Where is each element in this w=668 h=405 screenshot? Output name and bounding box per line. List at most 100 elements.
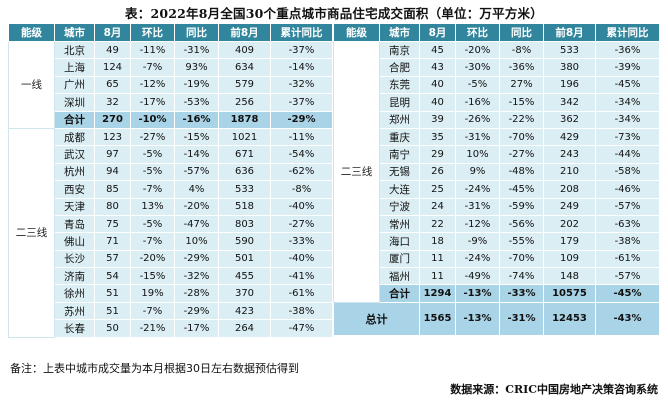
right-table-body: 能级 城市 8月 环比 同比 前8月 累计同比 二三线 南京 45 -20% -8% 533 -36% 合肥… — [333, 23, 660, 336]
value-cell: -45% — [499, 180, 544, 199]
value-cell: -34% — [595, 110, 660, 129]
city-cell: 福州 — [379, 267, 420, 286]
footnote: 备注：上表中城市成交量为本月根据30日左右数据预估得到 — [10, 362, 299, 375]
left-header-row: 能级 城市 8月 环比 同比 前8月 累计同比 — [8, 23, 333, 42]
city-cell: 常州 — [379, 214, 420, 234]
value-cell: 10575 — [543, 284, 596, 303]
value-cell: -45% — [595, 75, 660, 95]
value-cell: 362 — [543, 110, 596, 129]
value-cell: -11% — [270, 127, 333, 147]
value-cell: -73% — [595, 127, 660, 147]
column-header: 能级 — [333, 23, 380, 42]
value-cell: -31% — [174, 40, 219, 60]
value-cell: 39 — [419, 110, 456, 129]
city-cell: 长春 — [54, 319, 95, 338]
value-cell: 208 — [543, 180, 596, 199]
value-cell: -49% — [455, 267, 500, 286]
subtotal-row: 合计 1294 -13% -33% 10575 -45% — [334, 284, 660, 303]
table-row: 宁波 24 -31% -59% 249 -57% — [334, 197, 660, 216]
value-cell: -5% — [455, 75, 500, 95]
value-cell: -29% — [174, 301, 219, 321]
value-cell: 179 — [543, 232, 596, 251]
left-table: 能级 城市 8月 环比 同比 前8月 累计同比 一线 北京 49 -11% -31% 409 -37% 上海… — [8, 23, 333, 338]
value-cell: -63% — [595, 214, 660, 234]
value-cell: -8% — [499, 40, 544, 60]
value-cell: 51 — [94, 284, 131, 303]
value-cell: -30% — [455, 58, 500, 77]
value-cell: 54 — [94, 267, 131, 286]
city-cell: 昆明 — [379, 93, 420, 112]
value-cell: -40% — [270, 197, 333, 216]
value-cell: -57% — [174, 162, 219, 182]
value-cell: -44% — [595, 145, 660, 164]
value-cell: -24% — [455, 249, 500, 269]
value-cell: 148 — [543, 267, 596, 286]
value-cell: -27% — [270, 214, 333, 234]
value-cell: 270 — [94, 110, 131, 129]
city-cell: 合计 — [54, 110, 95, 129]
city-cell: 合肥 — [379, 58, 420, 77]
table-row: 一线 北京 49 -11% -31% 409 -37% — [8, 40, 333, 129]
value-cell: -46% — [595, 180, 660, 199]
value-cell: -56% — [499, 214, 544, 234]
table-row: 海口 18 -9% -55% 179 -38% — [334, 232, 660, 251]
table-row: 重庆 35 -31% -70% 429 -73% — [334, 127, 660, 147]
value-cell: -62% — [270, 162, 333, 182]
city-cell: 大连 — [379, 180, 420, 199]
value-cell: -5% — [130, 214, 175, 234]
city-cell: 重庆 — [379, 127, 420, 147]
value-cell: -22% — [499, 110, 544, 129]
value-cell: -74% — [499, 267, 544, 286]
value-cell: 256 — [218, 93, 271, 112]
value-cell: 533 — [218, 180, 271, 199]
value-cell: -36% — [595, 40, 660, 60]
value-cell: -16% — [174, 110, 219, 129]
value-cell: -12% — [455, 214, 500, 234]
table-row: 武汉 97 -5% -14% 671 -54% — [9, 145, 333, 164]
total-label: 总计 — [333, 301, 420, 336]
value-cell: -17% — [174, 319, 219, 338]
value-cell: 123 — [94, 127, 131, 147]
value-cell: 57 — [94, 249, 131, 269]
value-cell: 51 — [94, 301, 131, 321]
total-value: -13% — [455, 301, 500, 336]
city-cell: 青岛 — [54, 214, 95, 234]
value-cell: 65 — [94, 75, 131, 95]
value-cell: -55% — [499, 232, 544, 251]
table-row: 大连 25 -24% -45% 208 -46% — [334, 180, 660, 199]
value-cell: -5% — [130, 145, 175, 164]
value-cell: -10% — [130, 110, 175, 129]
city-cell: 宁波 — [379, 197, 420, 216]
value-cell: -32% — [270, 75, 333, 95]
table-row: 长春 50 -21% -17% 264 -47% — [9, 319, 333, 338]
value-cell: -36% — [499, 58, 544, 77]
value-cell: 342 — [543, 93, 596, 112]
city-cell: 广州 — [54, 75, 95, 95]
value-cell: -40% — [270, 249, 333, 269]
value-cell: 94 — [94, 162, 131, 182]
value-cell: -38% — [595, 232, 660, 251]
right-header-row: 能级 城市 8月 环比 同比 前8月 累计同比 — [333, 23, 660, 42]
table-row: 佛山 71 -7% 10% 590 -33% — [9, 232, 333, 251]
city-cell: 东莞 — [379, 75, 420, 95]
value-cell: -53% — [174, 93, 219, 112]
city-cell: 苏州 — [54, 301, 95, 321]
city-cell: 深圳 — [54, 93, 95, 112]
value-cell: -48% — [499, 162, 544, 182]
table-row: 长沙 57 -20% -29% 501 -40% — [9, 249, 333, 269]
value-cell: -16% — [455, 93, 500, 112]
city-cell: 徐州 — [54, 284, 95, 303]
city-cell: 杭州 — [54, 162, 95, 182]
value-cell: -28% — [174, 284, 219, 303]
value-cell: -37% — [270, 40, 333, 60]
value-cell: -15% — [130, 267, 175, 286]
table-title: 表：2022年8月全国30个重点城市商品住宅成交面积（单位：万平方米） — [125, 6, 543, 21]
city-cell: 南京 — [379, 40, 420, 60]
table-row: 杭州 94 -5% -57% 636 -62% — [9, 162, 333, 182]
value-cell: 11 — [419, 267, 456, 286]
value-cell: -17% — [130, 93, 175, 112]
value-cell: 243 — [543, 145, 596, 164]
left-table-body: 能级 城市 8月 环比 同比 前8月 累计同比 一线 北京 49 -11% -31% 409 -37% 上海… — [8, 23, 333, 338]
table-row: 昆明 40 -16% -15% 342 -34% — [334, 93, 660, 112]
city-cell: 济南 — [54, 267, 95, 286]
